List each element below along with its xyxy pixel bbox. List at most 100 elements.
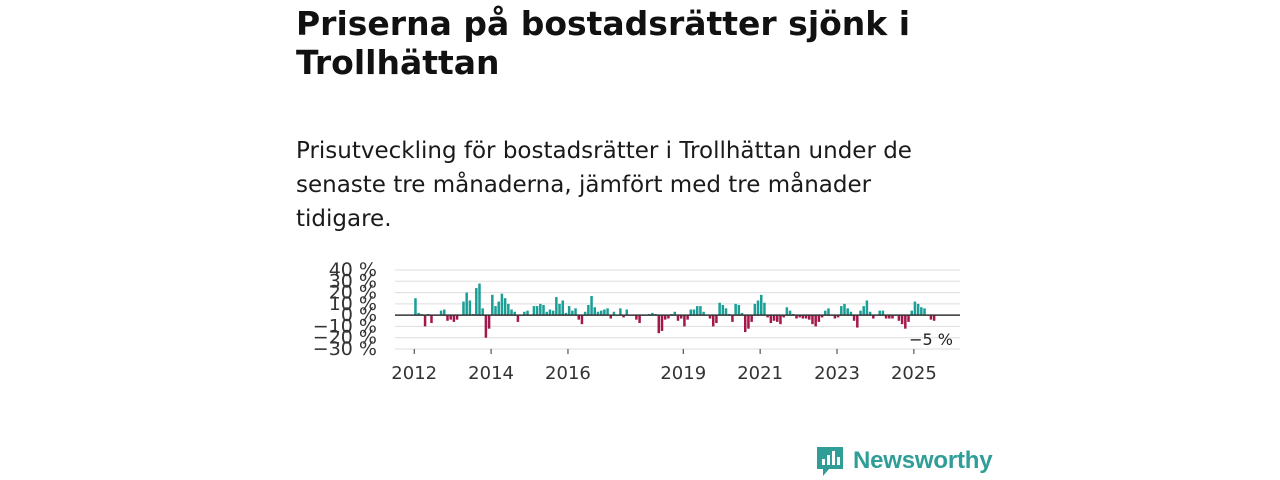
bar (667, 315, 670, 319)
x-tick-label: 2023 (814, 363, 860, 384)
bar (923, 308, 926, 316)
bar (888, 315, 891, 319)
bar (484, 315, 488, 338)
bar (856, 315, 859, 328)
bar (891, 315, 894, 319)
bar (516, 315, 520, 322)
bar (638, 315, 641, 324)
bar (916, 303, 920, 316)
bar (676, 315, 680, 321)
bar (776, 315, 779, 322)
bar (769, 315, 773, 324)
bar (708, 315, 712, 319)
bar (862, 306, 865, 316)
bar (619, 308, 622, 316)
bar (532, 306, 536, 316)
latest-value-annotation: −5 % (909, 330, 953, 349)
bar (699, 306, 702, 316)
bar (721, 304, 725, 316)
price-change-chart: −30 %−20 %−10 %0 %10 %20 %30 %40 % 2012 2… (313, 259, 960, 384)
bar (475, 288, 478, 316)
page-title: Priserna på bostadsrätter sjönk i Trollh… (296, 4, 911, 82)
bar (679, 315, 683, 319)
bar (766, 315, 769, 318)
bar (686, 315, 689, 320)
bar (571, 310, 574, 316)
bar (900, 315, 904, 325)
bar (843, 303, 846, 316)
bar (606, 308, 609, 316)
bar (740, 312, 744, 316)
bar (711, 315, 715, 327)
bar (808, 315, 811, 320)
bar (865, 300, 869, 316)
bar (932, 315, 936, 321)
bar (542, 304, 545, 316)
bar (734, 303, 737, 316)
bar (859, 310, 862, 316)
bar (487, 315, 491, 329)
bar (753, 303, 757, 316)
bar (756, 300, 760, 316)
bar (743, 315, 747, 333)
bar (583, 311, 587, 316)
bar (455, 315, 459, 320)
bar (772, 315, 776, 321)
bar (817, 315, 821, 322)
y-tick-label: −20 % (313, 327, 377, 349)
x-axis-ticks: 2012 2014 2016 2019 2021 2023 2025 (391, 349, 937, 384)
newsworthy-brand[interactable]: Newsworthy (815, 445, 993, 477)
y-tick-label: 10 % (329, 293, 377, 315)
bar (920, 307, 923, 316)
bar (683, 315, 686, 327)
bar (910, 310, 913, 316)
y-tick-label: −10 % (313, 315, 377, 337)
bar (660, 315, 664, 331)
bar (580, 315, 584, 325)
bar (481, 308, 484, 316)
bar (689, 309, 693, 316)
bar (718, 302, 721, 316)
x-tick-label: 2019 (660, 363, 706, 384)
bar (497, 301, 500, 316)
bar (468, 300, 472, 316)
bar (657, 315, 661, 334)
bar (523, 311, 526, 316)
bar (827, 308, 830, 316)
bar (788, 310, 792, 316)
bar (564, 312, 568, 316)
bar (535, 306, 539, 316)
bar (635, 315, 638, 320)
bar (587, 304, 590, 316)
bar (663, 315, 667, 320)
bar (625, 309, 629, 316)
grid-layer (395, 269, 960, 350)
bar (724, 308, 728, 316)
x-tick-label: 2016 (545, 363, 591, 384)
y-tick-label: 20 % (329, 282, 377, 304)
y-axis-ticks: −30 %−20 %−10 %0 %10 %20 %30 %40 % (313, 259, 377, 360)
bar (897, 315, 901, 321)
bar (539, 303, 542, 316)
bar (737, 304, 741, 316)
y-tick-label: −30 % (313, 338, 377, 360)
bar (417, 312, 420, 316)
brand-name: Newsworthy (853, 447, 993, 474)
bar (439, 310, 443, 316)
bar (695, 306, 699, 316)
bar (574, 308, 577, 316)
bars-layer (414, 283, 936, 338)
bar (878, 310, 881, 316)
bar (555, 297, 558, 316)
bar (590, 295, 593, 316)
bar (414, 298, 417, 316)
bar (763, 302, 766, 316)
bar (609, 315, 613, 319)
bar (881, 310, 885, 316)
bar (779, 315, 782, 325)
x-tick-label: 2014 (468, 363, 514, 384)
bar (731, 315, 734, 322)
bar (561, 300, 564, 316)
bar (593, 307, 597, 316)
bar (494, 306, 497, 316)
